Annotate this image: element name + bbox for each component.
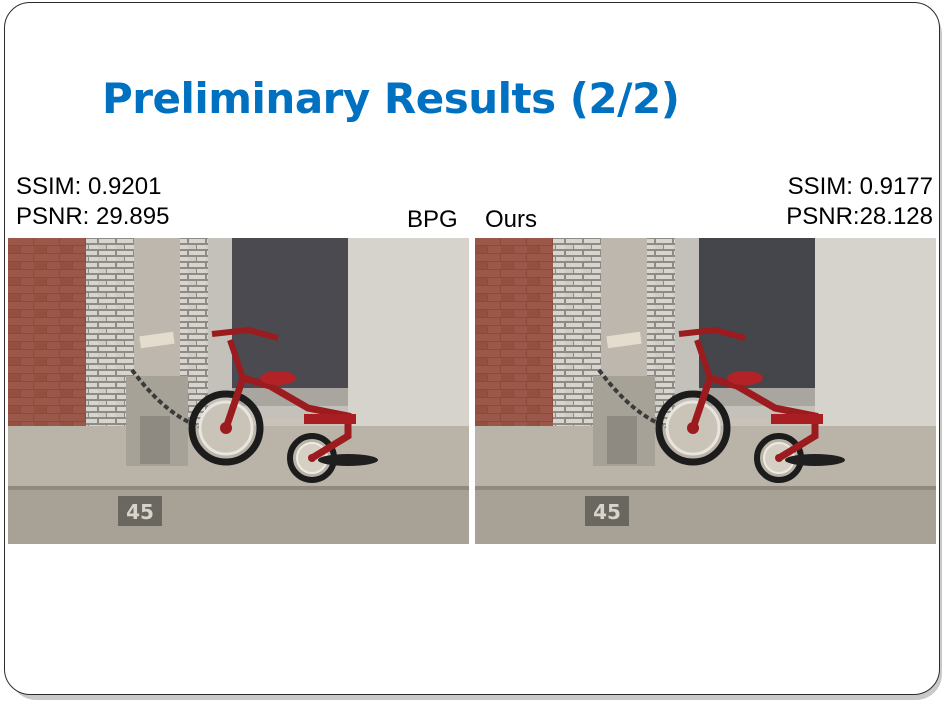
left-method-label: BPG: [407, 206, 458, 233]
slide-title: Preliminary Results (2/2): [102, 74, 680, 123]
house-number-ours: 45: [593, 500, 621, 524]
bpg-result-image: 45: [8, 238, 469, 544]
left-psnr: PSNR: 29.895: [16, 203, 170, 230]
tricycle-scene-bpg: 45: [8, 238, 469, 544]
right-ssim: SSIM: 0.9177: [787, 173, 933, 200]
house-number-bpg: 45: [126, 500, 154, 524]
left-ssim: SSIM: 0.9201: [16, 173, 162, 200]
right-psnr: PSNR:28.128: [786, 203, 933, 230]
right-method-label: Ours: [485, 206, 538, 233]
tricycle-scene-ours: 45: [475, 238, 936, 544]
ours-result-image: 45: [475, 238, 936, 544]
